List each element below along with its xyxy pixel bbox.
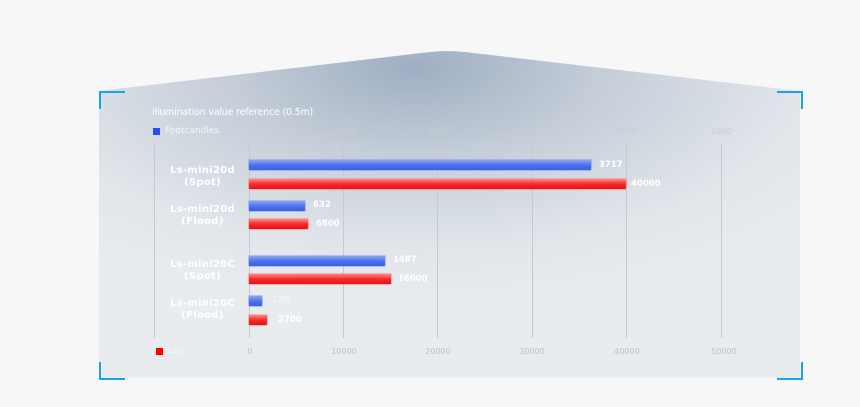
bar-footcandles: [249, 201, 305, 211]
category-model: Ls-mini20d: [170, 204, 235, 215]
bottom-tick: 20000: [425, 347, 451, 356]
top-tick: 0: [247, 127, 253, 136]
frame-corner-top-right: [777, 91, 803, 109]
top-tick: 3000: [522, 127, 544, 136]
top-tick: 5000: [710, 127, 732, 136]
category-model: Ls-mini20C: [169, 259, 236, 270]
bar-footcandles: [249, 296, 262, 306]
bar-footcandles: [249, 160, 591, 170]
category-label: Ls-mini20C (Spot): [155, 259, 250, 283]
bar-value-lux: 6800: [316, 219, 340, 229]
category-model: Ls-mini20C: [169, 298, 236, 309]
bar-lux: [249, 274, 391, 284]
bottom-tick: 10000: [331, 347, 357, 356]
legend-lux: Lux: [156, 346, 184, 356]
frame-corner-bottom-right: [777, 362, 803, 380]
category-mode: (Spot): [184, 271, 221, 282]
category-model: Ls-mini20d: [170, 165, 235, 176]
gridline-1: [343, 144, 344, 338]
bar-value-footcandles: 3717: [599, 160, 623, 170]
chart-title: illumination value reference (0.5m): [152, 107, 314, 118]
top-tick: 1000: [334, 127, 356, 136]
bottom-tick: 40000: [614, 347, 640, 356]
bottom-tick: 50000: [711, 347, 737, 356]
legend-swatch-red-icon: [156, 347, 163, 355]
bar-lux: [249, 179, 626, 189]
bar-value-footcandles: 1487: [393, 255, 417, 265]
category-mode: (Spot): [184, 177, 221, 188]
category-label: Ls-mini20d (Spot): [155, 165, 250, 189]
legend-lux-label: Lux: [168, 346, 184, 356]
gridline-4: [626, 144, 627, 338]
category-label: Ls-mini20d (Flood): [155, 204, 250, 228]
top-tick: 4000: [615, 127, 637, 136]
gridline-3: [532, 144, 533, 338]
gridline-0: [249, 144, 250, 338]
category-mode: (Flood): [181, 216, 224, 227]
bar-value-lux: 2700: [278, 315, 302, 325]
bar-value-footcandles: 632: [313, 200, 331, 210]
category-mode: (Flood): [181, 310, 224, 321]
bottom-tick: 30000: [519, 347, 545, 356]
top-tick: 2000: [428, 127, 450, 136]
frame-corner-bottom-left: [99, 362, 125, 380]
legend-footcandles-label: Footcandles: [165, 126, 220, 136]
legend-swatch-blue-icon: [153, 127, 160, 135]
bar-footcandles: [249, 256, 385, 266]
category-label: Ls-mini20C (Flood): [155, 298, 250, 322]
gridline-2: [437, 144, 438, 338]
bar-lux: [249, 219, 308, 229]
gridline-5: [721, 144, 722, 338]
bar-lux: [249, 315, 267, 325]
bar-value-lux: 40000: [631, 179, 661, 189]
gridline-left: [154, 144, 155, 338]
frame-corner-top-left: [99, 91, 125, 109]
bar-value-footcandles: 250: [272, 295, 290, 305]
bar-value-lux: 16000: [398, 274, 428, 284]
bottom-tick: 0: [247, 347, 253, 356]
legend-footcandles: Footcandles: [153, 126, 219, 136]
